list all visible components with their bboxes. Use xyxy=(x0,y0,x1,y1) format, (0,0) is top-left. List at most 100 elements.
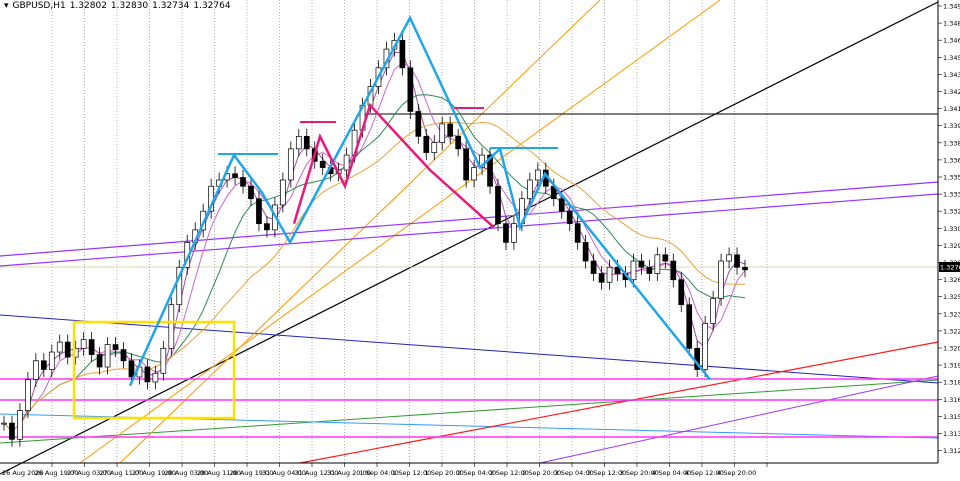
yellow-range-box xyxy=(72,320,236,420)
price-tick-label: 1.31225 xyxy=(943,447,960,455)
price-tick-label: 1.34675 xyxy=(943,37,960,45)
time-tick-label: 1 Sep 12:00 xyxy=(392,469,431,477)
candle-body xyxy=(160,347,167,374)
time-tick-label: 2 Sep 04:00 xyxy=(457,469,496,477)
price-tick-label: 1.33815 xyxy=(943,139,960,147)
time-tick-label: 28 Aug 19:00 xyxy=(230,469,274,477)
moving-average-2 xyxy=(3,61,746,432)
candle-body xyxy=(742,266,748,271)
price-tick-label: 1.33670 xyxy=(943,156,960,164)
candle-body xyxy=(423,136,430,153)
price-tick-label: 1.31510 xyxy=(943,413,960,421)
price-tick-label: 1.34100 xyxy=(943,105,960,113)
time-tick-label: 1 Sep 20:00 xyxy=(425,469,464,477)
price-tick-label: 1.32950 xyxy=(943,242,960,250)
candle-body xyxy=(88,339,95,355)
symbol-label: GBPUSD,H1 xyxy=(12,1,66,11)
open-value: 1.32802 xyxy=(69,1,107,11)
candle-body xyxy=(104,344,111,368)
purple-channel-top xyxy=(0,181,939,257)
last-price-label: 1.32764 xyxy=(940,264,960,272)
time-tick-label: 2 Sep 12:00 xyxy=(490,469,529,477)
candle-body xyxy=(168,304,175,349)
close-value: 1.32764 xyxy=(193,1,231,11)
candle-body xyxy=(120,349,127,362)
candle-body xyxy=(248,185,254,200)
candle-body xyxy=(503,223,509,243)
candle-body xyxy=(17,410,23,440)
candle-body xyxy=(710,298,716,324)
candle-body xyxy=(654,254,661,274)
candle-body xyxy=(264,223,270,231)
candle-body xyxy=(33,360,39,380)
candle-body xyxy=(1,422,7,425)
price-tick-label: 1.31655 xyxy=(943,396,960,404)
orange-trendline-2 xyxy=(119,0,601,464)
price-tick-label: 1.34240 xyxy=(943,88,960,96)
candle-body xyxy=(479,154,485,168)
time-tick-label: 31 Aug 04:00 xyxy=(262,469,306,477)
moving-average-3 xyxy=(3,94,746,432)
candle-body xyxy=(9,422,15,440)
time-tick-label: 3 Sep 04:00 xyxy=(555,469,594,477)
candle-body xyxy=(630,260,637,281)
price-tick-label: 1.32230 xyxy=(943,327,960,335)
candle-body xyxy=(527,179,533,200)
price-tick-label: 1.33955 xyxy=(943,122,960,130)
time-tick-label: 28 Aug 03:00 xyxy=(165,469,209,477)
pink-zigzag xyxy=(292,102,495,229)
time-tick-label: 3 Sep 12:00 xyxy=(587,469,626,477)
red-trendline xyxy=(299,341,939,464)
time-tick-label: 27 Aug 03:00 xyxy=(67,469,111,477)
candle-body xyxy=(463,148,469,181)
candle-body xyxy=(558,198,565,212)
price-tick-label: 1.32520 xyxy=(943,293,960,301)
candle-body xyxy=(670,260,677,281)
purple-channel-bottom xyxy=(0,193,939,267)
candle-body xyxy=(678,279,685,306)
candle-body xyxy=(96,354,103,368)
candle-body xyxy=(80,339,87,349)
triangle-icon: ▾ xyxy=(4,1,9,11)
last-price-box xyxy=(939,262,960,272)
candle-body xyxy=(574,223,581,243)
candle-body xyxy=(431,142,438,153)
candle-body xyxy=(343,154,350,171)
candle-body xyxy=(702,323,709,370)
time-tick-label: 31 Aug 20:00 xyxy=(327,469,371,477)
price-tick-label: 1.31370 xyxy=(943,430,960,438)
candle-body xyxy=(471,167,477,181)
candle-body xyxy=(319,160,326,168)
price-axis: 1.34960 1.34815 1.34675 1.34530 1.34385 1.342… xyxy=(938,3,960,455)
candle-body xyxy=(582,242,589,262)
price-tick-label: 1.34960 xyxy=(943,3,960,11)
candle-body xyxy=(152,372,159,383)
candle-body xyxy=(64,341,71,358)
candle-body xyxy=(40,360,47,370)
candle-body xyxy=(25,379,31,412)
candle-body xyxy=(662,254,669,262)
candle-body xyxy=(287,148,294,181)
time-tick-label: 4 Sep 20:00 xyxy=(717,469,756,477)
candle-body xyxy=(606,266,613,283)
candle-body xyxy=(455,136,462,150)
price-tick-label: 1.33235 xyxy=(943,208,960,216)
candle-body xyxy=(128,360,135,378)
chart-header: ▾ GBPUSD,H1 1.32802 1.32830 1.32734 1.32764 xyxy=(4,1,235,11)
candle-body xyxy=(407,67,414,112)
time-tick-label: 31 Aug 12:00 xyxy=(295,469,339,477)
plot-background xyxy=(0,0,938,463)
candle-body xyxy=(232,173,238,178)
candle-body xyxy=(240,177,246,187)
black-trendline xyxy=(0,1,939,475)
price-tick-label: 1.33380 xyxy=(943,191,960,199)
candle-body xyxy=(280,179,286,206)
drawn-annotations xyxy=(72,15,711,420)
time-tick-label: 1 Sep 04:00 xyxy=(360,469,399,477)
candle-body xyxy=(566,210,573,224)
price-tick-label: 1.32660 xyxy=(943,276,960,284)
purple-trendline-low xyxy=(539,375,939,464)
price-tick-label: 1.33090 xyxy=(943,225,960,233)
